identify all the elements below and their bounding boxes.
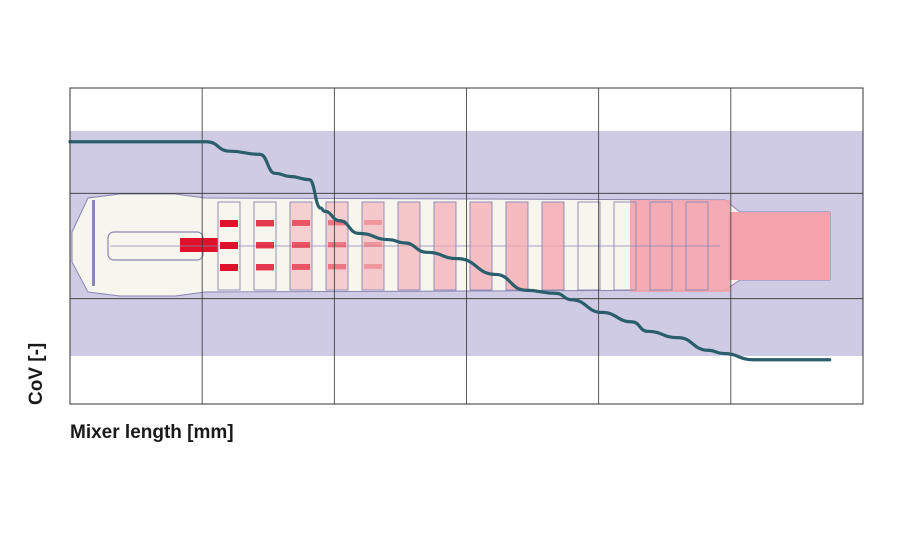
series-group [68,140,832,362]
dye-streak [220,264,238,271]
dye-streak [256,220,274,227]
element-dye [326,202,348,290]
mixing-element [325,201,349,291]
mixing-element [469,201,493,291]
element-dye [434,202,456,290]
mixing-element [253,201,277,291]
dye-streak [364,220,382,225]
mixing-element [613,201,637,291]
plot-frame [69,87,864,405]
mixing-element [217,201,241,291]
mixer-illustration [71,193,831,297]
dye-streak [256,264,274,271]
dye-streak [328,220,346,226]
mixing-element [433,201,457,291]
element-dye [362,202,384,290]
x-axis-label: Mixer length [mm] [70,422,234,443]
dye-streak [328,242,346,248]
y-axis-label: CoV [-] [26,342,47,405]
mixing-element [649,201,673,291]
mixing-element [541,201,565,291]
element-dye [542,202,564,290]
element-dye [506,202,528,290]
element-dye [470,202,492,290]
dye-streak [256,242,274,249]
dye-streak [292,242,310,248]
mixing-element [505,201,529,291]
dye-streak [292,264,310,270]
inlet-dye [180,238,218,252]
dye-streak [292,220,310,226]
mixing-element [397,201,421,291]
inlet-flange [92,200,95,286]
outlet-tube [728,212,830,280]
dye-streak [220,220,238,227]
mixing-element [361,201,385,291]
element-dye [398,202,420,290]
mixing-element [685,201,709,291]
cov-line [68,140,832,362]
grid-lines [70,88,863,404]
dye-streak [328,264,346,270]
mixing-element [289,201,313,291]
mixing-element [577,201,601,291]
dye-streak [364,242,382,247]
dye-streak [364,264,382,269]
dye-streak [220,242,238,249]
